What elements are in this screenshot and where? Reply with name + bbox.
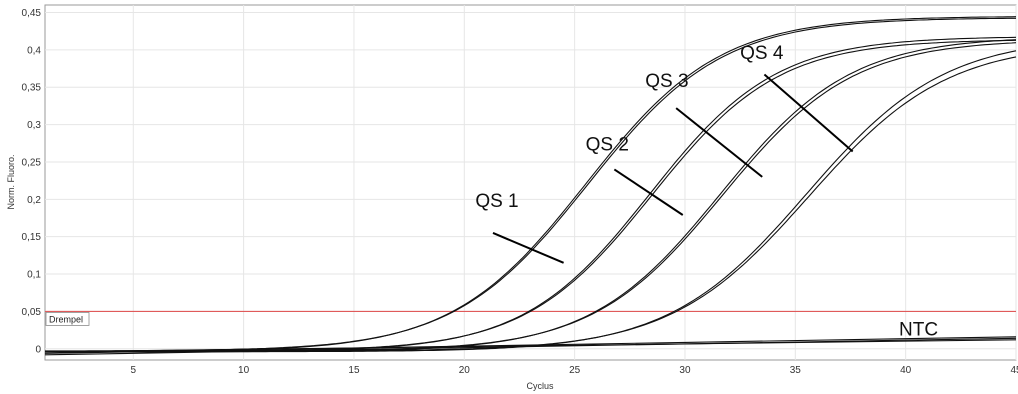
y-tick-label: 0,05 <box>22 307 42 318</box>
tick-labels: 5 10 15 20 25 30 35 40 45 0 0,05 0,1 0,15 0,2 0,25 0,3 0… <box>22 8 1018 376</box>
label-qs-3: QS 3 <box>645 71 688 92</box>
pointer-qs-3 <box>675 107 763 178</box>
x-axis-title: Cyclus <box>526 381 554 391</box>
x-tick-label: 30 <box>679 365 691 376</box>
label-qs-2: QS 2 <box>586 135 629 156</box>
y-tick-label: 0,25 <box>22 157 42 168</box>
threshold-label-box <box>45 312 90 326</box>
plot-area <box>44 4 1017 361</box>
pointer-qs-1 <box>492 232 564 264</box>
y-tick-label: 0 <box>35 344 41 355</box>
x-tick-label: 40 <box>900 365 912 376</box>
curve-ntc <box>44 339 1017 353</box>
x-tick-label: 25 <box>569 365 581 376</box>
curve-ntc <box>44 337 1017 356</box>
y-axis-title: Norm. Fluoro. <box>6 154 16 209</box>
label-qs-1: QS 1 <box>475 191 518 212</box>
pointer-qs-2 <box>613 168 684 216</box>
x-tick-label: 20 <box>459 365 471 376</box>
label-qs-4: QS 4 <box>740 43 784 64</box>
x-tick-label: 35 <box>790 365 802 376</box>
x-tick-label: 45 <box>1010 365 1018 376</box>
curve-ntc <box>44 336 1017 354</box>
x-tick-label: 5 <box>130 365 136 376</box>
x-tick-label: 15 <box>348 365 360 376</box>
threshold-label: Drempel <box>49 314 83 324</box>
y-tick-label: 0,15 <box>22 232 42 243</box>
y-tick-label: 0,1 <box>27 270 41 281</box>
y-tick-label: 0,4 <box>27 45 41 56</box>
x-tick-label: 10 <box>238 365 250 376</box>
y-tick-label: 0,35 <box>22 83 42 94</box>
y-tick-label: 0,45 <box>22 8 42 19</box>
label-ntc: NTC <box>899 319 938 340</box>
series-labels: QS 1 QS 2 QS 3 QS 4 NTC <box>475 43 938 341</box>
y-tick-label: 0,3 <box>27 120 41 131</box>
pointer-qs-4 <box>763 73 854 153</box>
y-tick-label: 0,2 <box>27 195 41 206</box>
